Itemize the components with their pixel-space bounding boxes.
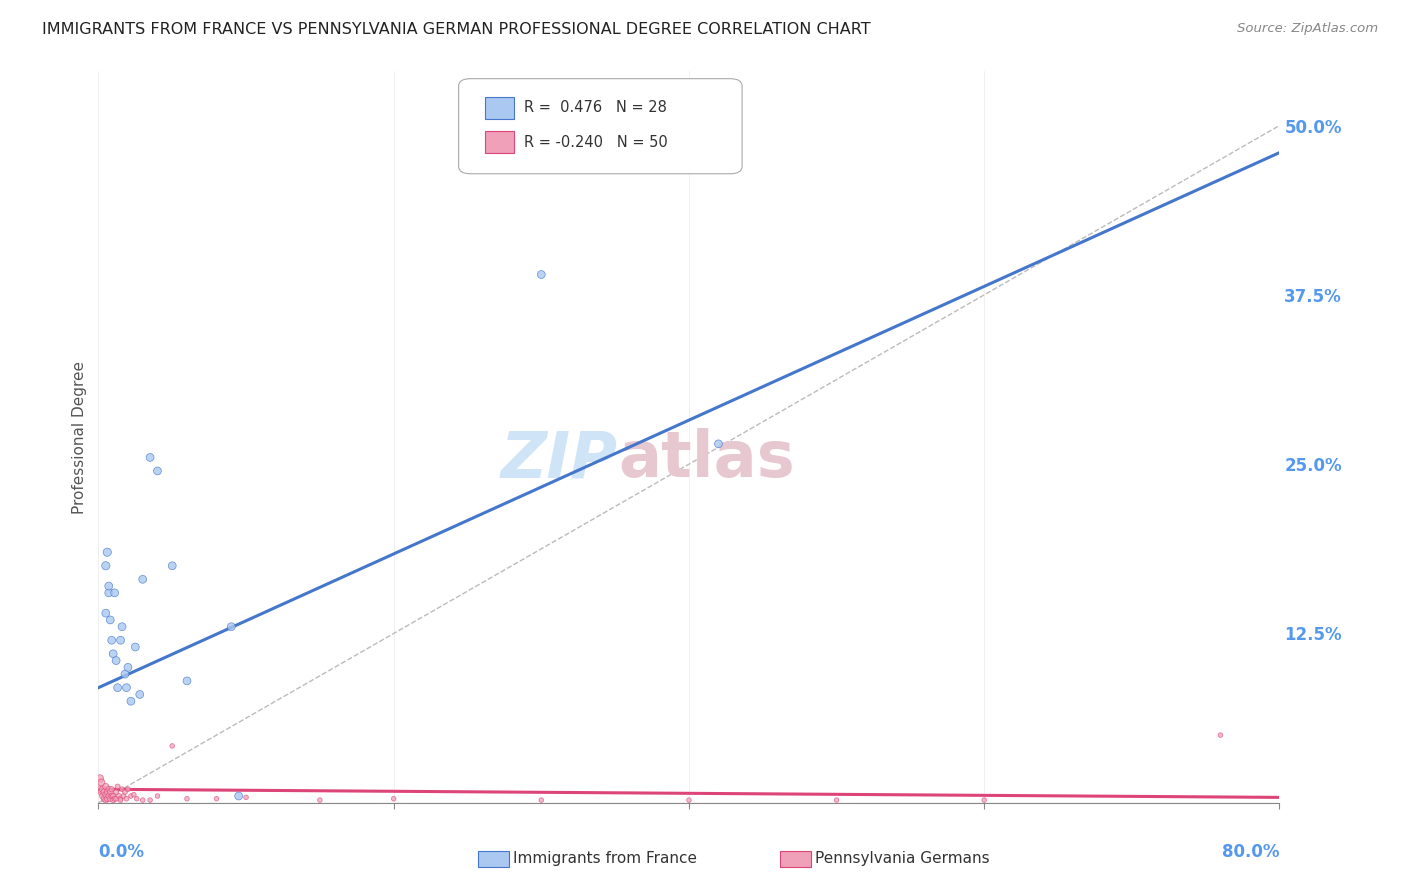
Point bbox=[146, 464, 169, 478]
Text: IMMIGRANTS FROM FRANCE VS PENNSYLVANIA GERMAN PROFESSIONAL DEGREE CORRELATION CH: IMMIGRANTS FROM FRANCE VS PENNSYLVANIA G… bbox=[42, 22, 870, 37]
Point bbox=[94, 793, 117, 807]
Point bbox=[105, 791, 128, 805]
Point bbox=[89, 782, 111, 797]
Point bbox=[973, 793, 995, 807]
Point bbox=[132, 572, 155, 586]
Point bbox=[1209, 728, 1232, 742]
Point bbox=[91, 789, 114, 803]
Text: R = -0.240   N = 50: R = -0.240 N = 50 bbox=[523, 135, 668, 150]
Point bbox=[825, 793, 848, 807]
Point bbox=[228, 789, 250, 803]
Text: Pennsylvania Germans: Pennsylvania Germans bbox=[815, 852, 990, 866]
Point bbox=[111, 782, 134, 797]
Point bbox=[97, 789, 120, 803]
Point bbox=[114, 785, 136, 799]
Point bbox=[105, 654, 128, 668]
Bar bbox=[485, 131, 515, 153]
Point bbox=[94, 606, 117, 620]
Point bbox=[205, 791, 228, 805]
Point bbox=[107, 681, 129, 695]
Point bbox=[125, 791, 148, 805]
Point bbox=[707, 437, 730, 451]
Point bbox=[97, 782, 120, 797]
Text: Source: ZipAtlas.com: Source: ZipAtlas.com bbox=[1237, 22, 1378, 36]
Point bbox=[117, 660, 139, 674]
Point bbox=[96, 545, 118, 559]
Point bbox=[93, 791, 115, 805]
Text: Immigrants from France: Immigrants from France bbox=[513, 852, 697, 866]
Point bbox=[124, 640, 146, 654]
Point bbox=[96, 785, 118, 799]
Point bbox=[103, 793, 125, 807]
Point bbox=[94, 780, 117, 794]
Point bbox=[530, 268, 553, 282]
Point bbox=[111, 620, 134, 634]
Point bbox=[114, 667, 136, 681]
Point bbox=[90, 775, 112, 789]
Text: 80.0%: 80.0% bbox=[1222, 843, 1279, 861]
Point bbox=[112, 789, 135, 803]
FancyBboxPatch shape bbox=[458, 78, 742, 174]
Point bbox=[94, 558, 117, 573]
Point bbox=[162, 558, 183, 573]
Point bbox=[115, 681, 138, 695]
Point bbox=[108, 789, 131, 803]
Point bbox=[100, 782, 122, 797]
Point bbox=[309, 793, 332, 807]
Point bbox=[98, 613, 121, 627]
Point bbox=[107, 780, 129, 794]
Y-axis label: Professional Degree: Professional Degree bbox=[72, 360, 87, 514]
Point bbox=[120, 694, 142, 708]
Text: ZIP: ZIP bbox=[501, 428, 619, 490]
Point bbox=[93, 785, 115, 799]
Point bbox=[104, 586, 127, 600]
Point bbox=[115, 791, 138, 805]
Point bbox=[128, 688, 150, 702]
Point bbox=[530, 793, 553, 807]
Point bbox=[139, 450, 162, 465]
Point bbox=[103, 789, 125, 803]
Point bbox=[97, 579, 120, 593]
Point bbox=[120, 789, 142, 803]
Point bbox=[132, 793, 155, 807]
Point bbox=[97, 586, 120, 600]
Point bbox=[98, 785, 121, 799]
Text: 0.0%: 0.0% bbox=[98, 843, 145, 861]
Point bbox=[104, 791, 127, 805]
Point bbox=[100, 789, 122, 803]
Point bbox=[122, 788, 145, 802]
Text: atlas: atlas bbox=[619, 428, 794, 490]
Point bbox=[89, 772, 111, 786]
Bar bbox=[485, 97, 515, 119]
Point bbox=[678, 793, 700, 807]
Point bbox=[98, 791, 121, 805]
Point bbox=[117, 782, 139, 797]
Point bbox=[162, 739, 183, 753]
Point bbox=[96, 791, 118, 805]
Point bbox=[110, 793, 132, 807]
Point bbox=[110, 633, 132, 648]
Point bbox=[382, 791, 405, 805]
Point bbox=[94, 788, 117, 802]
Point bbox=[176, 673, 198, 688]
Text: R =  0.476   N = 28: R = 0.476 N = 28 bbox=[523, 101, 666, 115]
Point bbox=[146, 789, 169, 803]
Point bbox=[105, 785, 128, 799]
Point bbox=[91, 782, 114, 797]
Point bbox=[110, 791, 132, 805]
Point bbox=[139, 793, 162, 807]
Point bbox=[100, 633, 122, 648]
Point bbox=[235, 790, 257, 805]
Point bbox=[103, 647, 125, 661]
Point bbox=[90, 785, 112, 799]
Point bbox=[221, 620, 243, 634]
Point bbox=[176, 791, 198, 805]
